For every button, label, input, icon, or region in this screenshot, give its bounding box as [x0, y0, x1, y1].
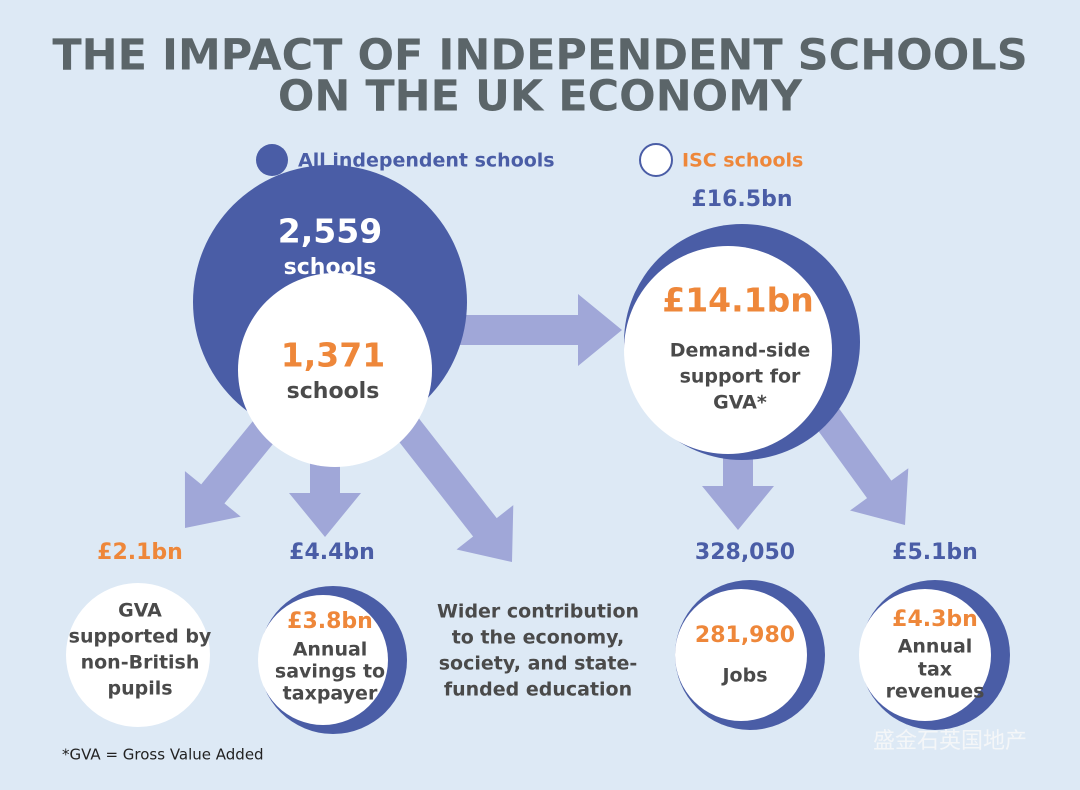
label: Jobs	[720, 665, 767, 687]
value: 2,559	[278, 212, 382, 251]
label: Demand-side	[670, 340, 811, 362]
inner-value: £4.3bn	[892, 607, 978, 632]
arrow	[440, 294, 622, 366]
outer-value: 328,050	[695, 540, 795, 565]
legend-label: ISC schools	[682, 150, 803, 172]
value: 1,371	[281, 336, 385, 375]
inner-value: £14.1bn	[662, 281, 814, 320]
footnote: *GVA = Gross Value Added	[62, 746, 264, 764]
title: THE IMPACT OF INDEPENDENT SCHOOLS	[52, 31, 1027, 81]
label: taxpayer	[283, 683, 378, 705]
arrow	[702, 440, 774, 530]
label: to the economy,	[452, 627, 625, 649]
isc-schools-circle	[238, 273, 432, 467]
label: GVA	[118, 600, 162, 622]
label: support for	[680, 366, 801, 388]
outer-value: £4.4bn	[289, 540, 375, 565]
inner-circle	[258, 595, 388, 725]
label: supported by	[69, 626, 212, 648]
inner-circle	[859, 589, 991, 721]
outer-value: £2.1bn	[97, 540, 183, 565]
label: Annual	[898, 636, 973, 658]
legend-swatch	[256, 144, 288, 176]
label: society, and state-	[439, 653, 637, 675]
label: revenues	[886, 681, 985, 703]
outer-value: £16.5bn	[692, 187, 793, 212]
arrow	[289, 440, 361, 537]
watermark: 盛金石英国地产	[873, 729, 1027, 754]
label: schools	[284, 255, 377, 280]
label: savings to	[275, 661, 385, 683]
inner-circle	[675, 589, 807, 721]
inner-value: 281,980	[695, 623, 795, 648]
arrow	[184, 420, 277, 528]
arrow	[393, 415, 514, 562]
legend-swatch	[639, 143, 673, 177]
label: GVA*	[713, 392, 767, 414]
label: Annual	[293, 639, 368, 661]
arrow	[805, 396, 909, 525]
label: tax	[918, 659, 952, 681]
outer-value: £5.1bn	[892, 540, 978, 565]
legend-label: All independent schools	[298, 150, 555, 172]
inner-circle	[66, 583, 210, 727]
inner-circle	[624, 246, 832, 454]
label: Wider contribution	[437, 601, 639, 623]
label: non-British	[81, 652, 200, 674]
arrows	[184, 294, 909, 562]
inner-value: £3.8bn	[287, 609, 373, 634]
title: ON THE UK ECONOMY	[278, 72, 803, 122]
label: schools	[287, 379, 380, 404]
label: funded education	[444, 679, 632, 701]
label: pupils	[107, 678, 172, 700]
